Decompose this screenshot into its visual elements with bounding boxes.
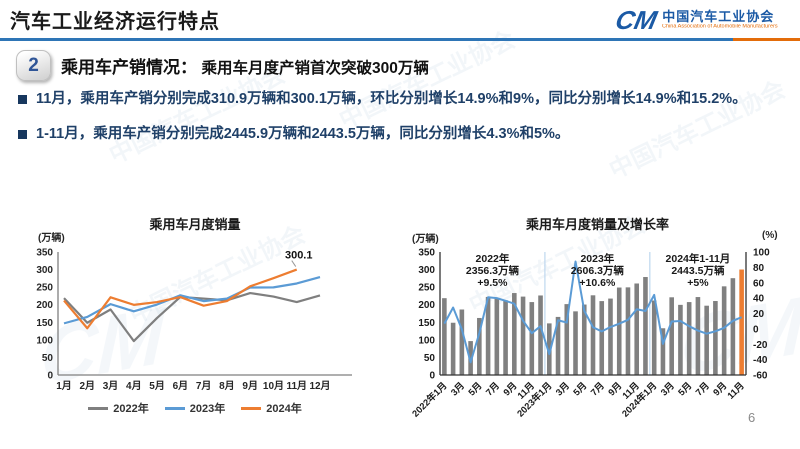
svg-text:350: 350 (418, 248, 435, 259)
svg-text:-40: -40 (753, 355, 768, 366)
line-chart-canvas: 0 50 100 150 200 250 300 350 1月 2月 3月 4月 5月 6月 7月 8月 9月 1… (36, 248, 352, 392)
svg-text:2022年1月: 2022年1月 (410, 380, 449, 419)
chart-title: 乘用车月度销量 (149, 217, 241, 232)
svg-text:1月: 1月 (56, 380, 72, 392)
svg-text:3月: 3月 (659, 380, 676, 397)
sales-bars (442, 269, 744, 375)
annotation-connector (291, 260, 297, 267)
svg-text:150: 150 (36, 318, 53, 329)
legend-line-swatch (241, 406, 262, 410)
svg-text:5月: 5月 (571, 380, 588, 397)
logo-name-cn: 中国汽车工业协会 (662, 8, 775, 24)
legend-line-swatch (88, 406, 109, 410)
svg-text:0: 0 (753, 324, 759, 335)
svg-text:0: 0 (429, 371, 435, 382)
legend-label: 2023年 (189, 403, 226, 415)
svg-text:200: 200 (36, 300, 53, 311)
data-label: 300.1 (285, 250, 313, 262)
bullet-item: 11月，乘用车产销分别完成310.9万辆和300.1万辆，环比分别增长14.9%… (18, 88, 780, 110)
svg-text:5月: 5月 (466, 380, 483, 397)
header-divider-orange (733, 38, 800, 41)
svg-text:11月: 11月 (286, 380, 307, 392)
svg-text:60: 60 (753, 278, 765, 289)
legend-label: 2022年 (113, 403, 149, 415)
svg-text:2月: 2月 (79, 380, 95, 392)
logo-name-en: China Association of Automobile Manufact… (662, 23, 778, 30)
legend-item: 2023年 (164, 400, 226, 416)
monthly-sales-line-chart: 乘用车月度销量 (万辆) 0 50 100 150 200 250 300 350 1月 2月 3月… (30, 214, 360, 429)
svg-text:200: 200 (418, 300, 435, 311)
svg-text:3月: 3月 (449, 380, 466, 397)
svg-text:100: 100 (36, 335, 53, 346)
growth-rate-line (443, 260, 743, 364)
legend-item: 2024年 (241, 400, 302, 416)
svg-text:7月: 7月 (196, 380, 212, 392)
svg-text:12月: 12月 (309, 380, 330, 392)
section-number-badge: 2 (16, 50, 51, 81)
combo-chart-canvas: 0 50 100 150 200 250 300 350 -60 -40 -20 0 20 40 60 80 1… (410, 248, 771, 419)
page-title: 汽车工业经济运行特点 (10, 11, 220, 33)
svg-text:20: 20 (753, 309, 765, 320)
axes: 0 50 100 150 200 250 300 350 1月 2月 3月 4月 5月 6月 7月 8月 9月 1… (36, 248, 352, 392)
section-heading: 乘用车产销情况： (61, 58, 197, 77)
svg-text:50: 50 (42, 353, 54, 364)
section-header: 2 乘用车产销情况： 乘用车月度产销首次突破300万辆 (16, 50, 429, 81)
bullet-item: 1-11月，乘用车产销分别完成2445.9万辆和2443.5万辆，同比分别增长4… (18, 123, 780, 145)
svg-text:80: 80 (753, 263, 765, 274)
svg-text:300: 300 (36, 265, 53, 276)
svg-text:0: 0 (47, 371, 53, 382)
svg-text:7月: 7月 (589, 380, 606, 397)
caam-logo: CM 中国汽车工业协会 China Association of Automob… (612, 5, 788, 35)
year-annotation: 2023年 2606.3万辆+10.6% (571, 252, 625, 289)
bullet-square-icon (18, 130, 27, 140)
bullet-square-icon (18, 95, 27, 104)
year-annotation: 2022年 2356.3万辆+9.5% (466, 252, 520, 289)
svg-text:9月: 9月 (242, 380, 258, 392)
chart-title: 乘用车月度销量及增长率 (525, 217, 669, 232)
header-divider-blue (0, 38, 733, 41)
svg-text:300: 300 (418, 265, 435, 276)
bullet-text: 11月，乘用车产销分别完成310.9万辆和300.1万辆，环比分别增长14.9%… (36, 91, 747, 107)
svg-text:100: 100 (418, 335, 435, 346)
svg-text:250: 250 (36, 283, 53, 294)
page-number: 6 (748, 410, 756, 425)
svg-text:3月: 3月 (103, 380, 119, 392)
svg-text:7月: 7月 (484, 380, 501, 397)
bullet-list: 11月，乘用车产销分别完成310.9万辆和300.1万辆，环比分别增长14.9%… (18, 88, 780, 159)
left-axis-unit-label: (万辆) (412, 234, 439, 245)
legend-item: 2022年 (88, 400, 149, 416)
legend-label: 2024年 (266, 403, 302, 415)
svg-text:-60: -60 (753, 371, 768, 382)
svg-text:8月: 8月 (219, 380, 235, 392)
year-annotation: 2024年1-11月 2443.5万辆+5% (666, 252, 731, 289)
svg-text:10月: 10月 (263, 380, 284, 392)
svg-text:50: 50 (424, 353, 436, 364)
chart-legend: 2022年 2023年 2024年 (30, 400, 360, 416)
svg-text:5月: 5月 (676, 380, 693, 397)
legend-line-swatch (164, 406, 185, 410)
svg-text:100: 100 (753, 248, 770, 259)
section-subheading: 乘用车月度产销首次突破300万辆 (201, 60, 429, 77)
series-line-2024年 (63, 268, 298, 330)
header-divider (0, 38, 800, 41)
svg-text:11月: 11月 (725, 380, 746, 401)
svg-text:150: 150 (418, 318, 435, 329)
series-line-2023年 (63, 275, 321, 325)
svg-text:4月: 4月 (126, 380, 142, 392)
svg-text:3月: 3月 (554, 380, 571, 397)
y-axis-unit-label: (万辆) (38, 233, 65, 244)
svg-text:7月: 7月 (694, 380, 711, 397)
bullet-text: 1-11月，乘用车产销分别完成2445.9万辆和2443.5万辆，同比分别增长4… (36, 126, 570, 143)
svg-text:-20: -20 (753, 340, 768, 351)
svg-text:350: 350 (36, 248, 53, 259)
right-axis-unit-label: (%) (762, 230, 778, 241)
svg-text:5月: 5月 (149, 380, 165, 392)
svg-text:40: 40 (753, 294, 765, 305)
sales-growth-combo-chart: 乘用车月度销量及增长率 (万辆) (%) 0 50 100 150 200 250 300 3… (400, 214, 795, 446)
svg-text:6月: 6月 (173, 380, 189, 392)
cm-logo-icon: CM (612, 5, 660, 35)
svg-text:250: 250 (418, 283, 435, 294)
